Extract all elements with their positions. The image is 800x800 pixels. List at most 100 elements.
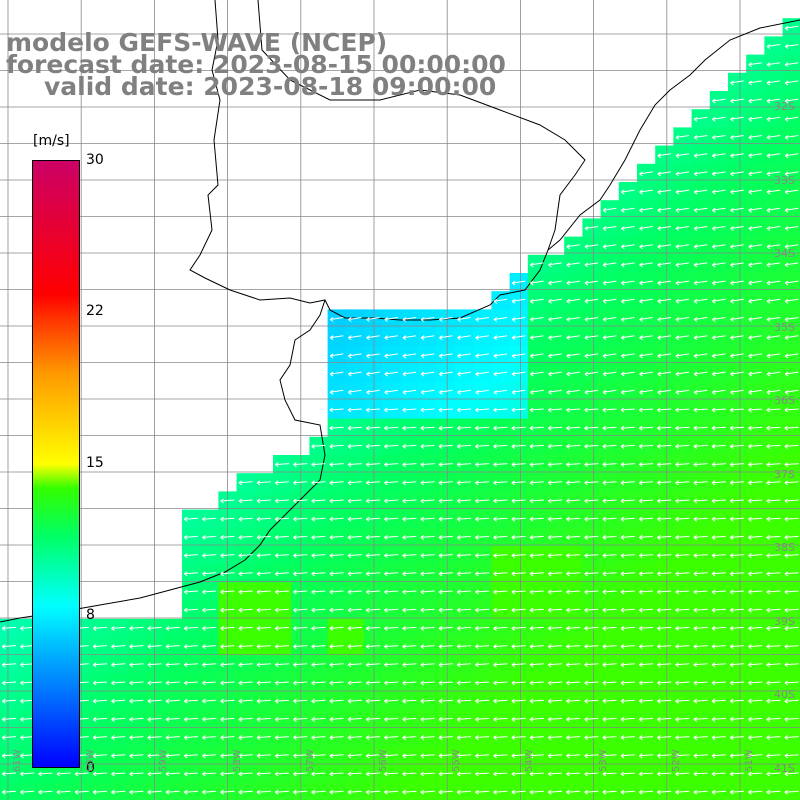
wind-arrow — [402, 589, 417, 595]
wind-arrow — [493, 680, 508, 686]
wind-arrow — [456, 771, 472, 777]
wind-arrow — [547, 625, 563, 631]
wind-arrow — [657, 753, 672, 759]
wind-arrow — [493, 771, 508, 777]
wind-arrow — [420, 644, 435, 650]
wind-arrow — [675, 244, 690, 250]
wind-arrow — [256, 753, 271, 759]
wind-arrow — [329, 716, 344, 722]
wind-arrow — [602, 335, 617, 341]
wind-arrow — [384, 480, 399, 486]
wind-arrow — [748, 244, 762, 250]
wind-arrow — [675, 571, 690, 577]
wind-arrow — [165, 680, 180, 686]
wind-arrow — [202, 644, 217, 650]
wind-arrow — [438, 498, 453, 504]
wind-arrow — [566, 335, 580, 341]
wind-arrow — [384, 571, 399, 577]
wind-arrow — [420, 353, 435, 359]
wind-arrow — [693, 335, 708, 341]
wind-arrow — [748, 480, 763, 486]
wind-arrow — [711, 480, 726, 486]
wind-arrow — [402, 789, 417, 795]
wind-arrow — [711, 771, 726, 777]
wind-arrow — [729, 425, 745, 431]
wind-arrow — [256, 680, 271, 686]
wind-arrow — [475, 716, 490, 722]
wind-arrow — [165, 753, 180, 759]
wind-arrow — [256, 553, 271, 559]
wind-arrow — [475, 589, 490, 595]
wind-arrow — [675, 189, 690, 195]
wind-arrow — [529, 789, 544, 795]
wind-arrow — [730, 98, 744, 104]
wind-arrow — [529, 698, 544, 704]
wind-arrow — [584, 589, 599, 595]
wind-arrow — [784, 335, 799, 341]
wind-arrow — [766, 644, 781, 650]
wind-arrow — [74, 771, 89, 777]
wind-arrow — [547, 553, 563, 559]
wind-arrow — [220, 498, 235, 504]
wind-arrow — [293, 534, 308, 540]
wind-arrow — [729, 553, 745, 559]
wind-arrow — [348, 317, 362, 322]
wind-arrow — [475, 789, 490, 795]
wind-arrow — [220, 625, 235, 631]
wind-arrow — [420, 698, 435, 704]
wind-arrow — [402, 389, 417, 395]
wind-arrow — [256, 662, 271, 668]
wind-arrow — [348, 353, 362, 359]
wind-arrow — [602, 207, 617, 213]
wind-arrow — [566, 662, 581, 668]
wind-arrow — [311, 644, 326, 650]
wind-arrow — [438, 407, 453, 413]
wind-arrow — [711, 443, 726, 449]
wind-arrow — [784, 98, 799, 104]
wind-arrow — [402, 771, 417, 777]
wind-arrow — [238, 553, 253, 559]
wind-arrow — [347, 407, 362, 413]
wind-arrow — [202, 553, 217, 559]
wind-arrow — [711, 407, 726, 413]
wind-arrow — [1, 753, 17, 759]
wind-arrow — [657, 589, 672, 595]
wind-arrow — [293, 607, 308, 613]
wind-arrow — [584, 662, 599, 668]
wind-arrow — [111, 716, 126, 722]
wind-arrow — [784, 644, 799, 650]
wind-arrow — [584, 607, 599, 613]
wind-arrow — [220, 553, 235, 559]
wind-arrow — [638, 407, 654, 413]
wind-arrow — [347, 534, 362, 540]
wind-arrow — [365, 735, 381, 741]
wind-arrow — [238, 589, 253, 595]
wind-arrow — [238, 516, 253, 522]
wind-arrow — [366, 353, 380, 359]
wind-arrow — [347, 462, 362, 468]
wind-arrow — [147, 698, 162, 704]
wind-arrow — [766, 353, 781, 359]
wind-arrow — [766, 62, 781, 68]
wind-arrow — [165, 789, 180, 795]
wind-arrow — [202, 571, 217, 577]
wind-arrow — [530, 353, 544, 359]
wind-arrow — [347, 607, 362, 613]
wind-arrow — [92, 625, 108, 631]
wind-arrow — [438, 625, 453, 631]
wind-arrow — [621, 371, 635, 377]
wind-arrow — [511, 698, 526, 704]
wind-arrow — [620, 716, 635, 722]
wind-arrow — [657, 226, 671, 231]
wind-arrow — [602, 516, 617, 522]
wind-arrow — [329, 644, 344, 650]
wind-arrow — [457, 353, 471, 359]
wind-arrow — [420, 789, 435, 795]
lat-label: 37S — [774, 467, 795, 481]
wind-arrow — [20, 680, 35, 686]
wind-arrow — [493, 498, 508, 504]
wind-arrow — [657, 789, 672, 795]
wind-arrow — [220, 735, 235, 741]
wind-arrow — [711, 498, 726, 504]
wind-arrow — [529, 625, 544, 631]
